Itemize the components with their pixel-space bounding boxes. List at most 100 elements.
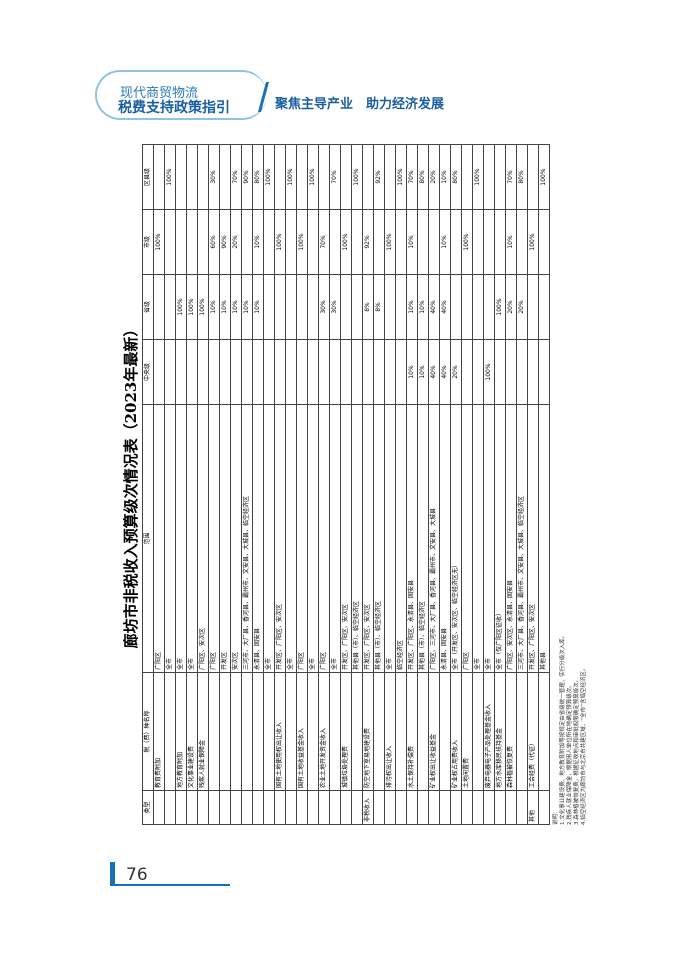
header-line2: 税费支持政策指引 xyxy=(118,100,230,116)
table-cell: 残疾人就业保障金 xyxy=(197,672,209,791)
table-cell xyxy=(373,790,385,825)
table-cell: 开发区 xyxy=(219,404,231,673)
table-cell: 防空地下室易地建设费 xyxy=(362,672,374,791)
table-cell xyxy=(175,790,187,825)
table-cell xyxy=(285,339,297,405)
table-cell xyxy=(296,790,308,825)
table-cell xyxy=(384,790,396,825)
table-cell: 教育费附加 xyxy=(153,672,165,791)
table-cell: 三河市、大厂县、香河县、霸州市、文安县、大城县、临空经济区 xyxy=(516,404,528,673)
table-cell: 100% xyxy=(538,144,550,210)
table-cell: 70% xyxy=(230,144,242,210)
table-row: 残疾人就业保障金 广阳区、安次区 100% xyxy=(197,144,209,825)
table-cell xyxy=(263,790,275,825)
table-cell: 全市 xyxy=(329,404,341,673)
table-cell xyxy=(153,339,165,405)
table-cell xyxy=(307,339,319,405)
column-header: 税（费）种名称 xyxy=(142,672,154,791)
table-cell: 10% xyxy=(219,274,231,340)
table-cell: 其他县（市）、临空经济区 xyxy=(373,404,385,673)
table-cell: 开发区、广阳区、安次区 xyxy=(362,404,374,673)
table-row: 全市 100% xyxy=(164,144,176,825)
table-cell: 30% xyxy=(329,274,341,340)
table-cell xyxy=(175,339,187,405)
table: 类型 税（费）种名称 范围 中央级 省级 市级 区县级 教育费附加 广阳区 100% 全市 100%… xyxy=(142,144,550,825)
table-cell: 10% xyxy=(406,339,418,405)
table-cell xyxy=(516,790,528,825)
table-row: 矿业权出让收益基金 广阳区、三河市、大厂县、香河县、霸州市、文安县、大城县 40% 4… xyxy=(428,144,440,825)
table-cell: 全市 xyxy=(307,404,319,673)
table-cell: 城镇垃圾处理费 xyxy=(340,672,352,791)
table-cell xyxy=(285,672,297,791)
table-cell xyxy=(197,339,209,405)
table-cell: 100% xyxy=(164,144,176,210)
table-row: 其他县（市）、临空经济区 8% 92% xyxy=(373,144,385,825)
table-cell: 40% xyxy=(428,339,440,405)
table-cell xyxy=(494,339,506,405)
table-cell xyxy=(450,209,462,275)
table-cell xyxy=(285,790,297,825)
table-cell xyxy=(164,790,176,825)
table-row: 教育费附加 广阳区 100% xyxy=(153,144,165,825)
column-header: 省级 xyxy=(142,274,154,340)
note-line: 1.文化事业建设费、地方教育附加等按规定由省级统一管理，实行分级次入库。 xyxy=(560,632,566,825)
table-cell: 开发区、广阳区、永清县、固安县 xyxy=(406,404,418,673)
table-cell xyxy=(527,339,539,405)
table-cell xyxy=(263,672,275,791)
table-row: 水土保持补偿费 开发区、广阳区、永清县、固安县 10% 10% 10% 70% xyxy=(406,144,418,825)
table-cell xyxy=(395,274,407,340)
table-row: 开发区 10% 90% xyxy=(219,144,231,825)
table-cell xyxy=(318,790,330,825)
table-row: 广阳区 10% 60% 30% xyxy=(208,144,220,825)
table-cell: 20% xyxy=(428,144,440,210)
table-cell: 10% xyxy=(230,274,242,340)
table-cell: 永清县、固安县 xyxy=(439,404,451,673)
table-cell xyxy=(450,274,462,340)
table-cell xyxy=(252,339,264,405)
table-cell: 其他县（市）、临空经济区 xyxy=(351,404,363,673)
table-cell xyxy=(461,339,473,405)
table-row: 非税收入 防空地下室易地建设费 开发区、广阳区、安次区 8% 92% xyxy=(362,144,374,825)
table-cell: 100% xyxy=(472,144,484,210)
table-cell xyxy=(483,209,495,275)
table-cell: 100% xyxy=(263,144,275,210)
table-cell xyxy=(241,209,253,275)
table-cell xyxy=(384,339,396,405)
table-cell: 40% xyxy=(428,274,440,340)
table-cell: 全市 xyxy=(164,404,176,673)
table-row: 安次区 10% 20% 70% xyxy=(230,144,242,825)
table-cell: 安次区 xyxy=(230,404,242,673)
note-line: 4.临空经济区为廊坊市与北京市共建区域，“全市”含临空经济区。 xyxy=(581,665,587,825)
table-cell: 三河市、大厂县、香河县、霸州市、文安县、大城县、临空经济区 xyxy=(241,404,253,673)
table-cell: 10% xyxy=(241,274,253,340)
note-line: 2.残疾人就业保障金，根据用人单位所在地确定预算级次。 xyxy=(567,682,573,825)
table-cell xyxy=(472,274,484,340)
table-cell xyxy=(472,672,484,791)
table-cell xyxy=(472,209,484,275)
column-header: 市级 xyxy=(142,209,154,275)
column-header: 中央级 xyxy=(142,339,154,405)
table-cell xyxy=(461,790,473,825)
table-cell xyxy=(373,209,385,275)
table-cell xyxy=(516,339,528,405)
table-cell: 10% xyxy=(252,274,264,340)
table-cell xyxy=(208,672,220,791)
table-cell: 土地闲置费 xyxy=(461,672,473,791)
table-cell: 100% xyxy=(197,274,209,340)
table-cell xyxy=(329,209,341,275)
table-cell: 国有土地收益基金收入 xyxy=(296,672,308,791)
table-cell xyxy=(362,144,374,210)
table-row: 文化事业建设费 全市 100% xyxy=(186,144,198,825)
table-cell: 20% xyxy=(516,274,528,340)
table-cell xyxy=(483,790,495,825)
table-row: 其他 工会经费（代征） 开发区、广阳区、安次区 100% xyxy=(527,144,539,825)
table-cell: 矿业权出让收益基金 xyxy=(428,672,440,791)
table-title: 廊坊市非税收入预算级次情况表（2023年最新） xyxy=(122,321,140,649)
table-cell: 8% xyxy=(362,274,374,340)
table-cell: 100% xyxy=(307,144,319,210)
table-cell: 20% xyxy=(505,274,517,340)
table-row: 城镇垃圾处理费 开发区、广阳区、安次区 100% xyxy=(340,144,352,825)
table-cell xyxy=(186,339,198,405)
table-cell: 100% xyxy=(527,209,539,275)
table-cell xyxy=(241,339,253,405)
